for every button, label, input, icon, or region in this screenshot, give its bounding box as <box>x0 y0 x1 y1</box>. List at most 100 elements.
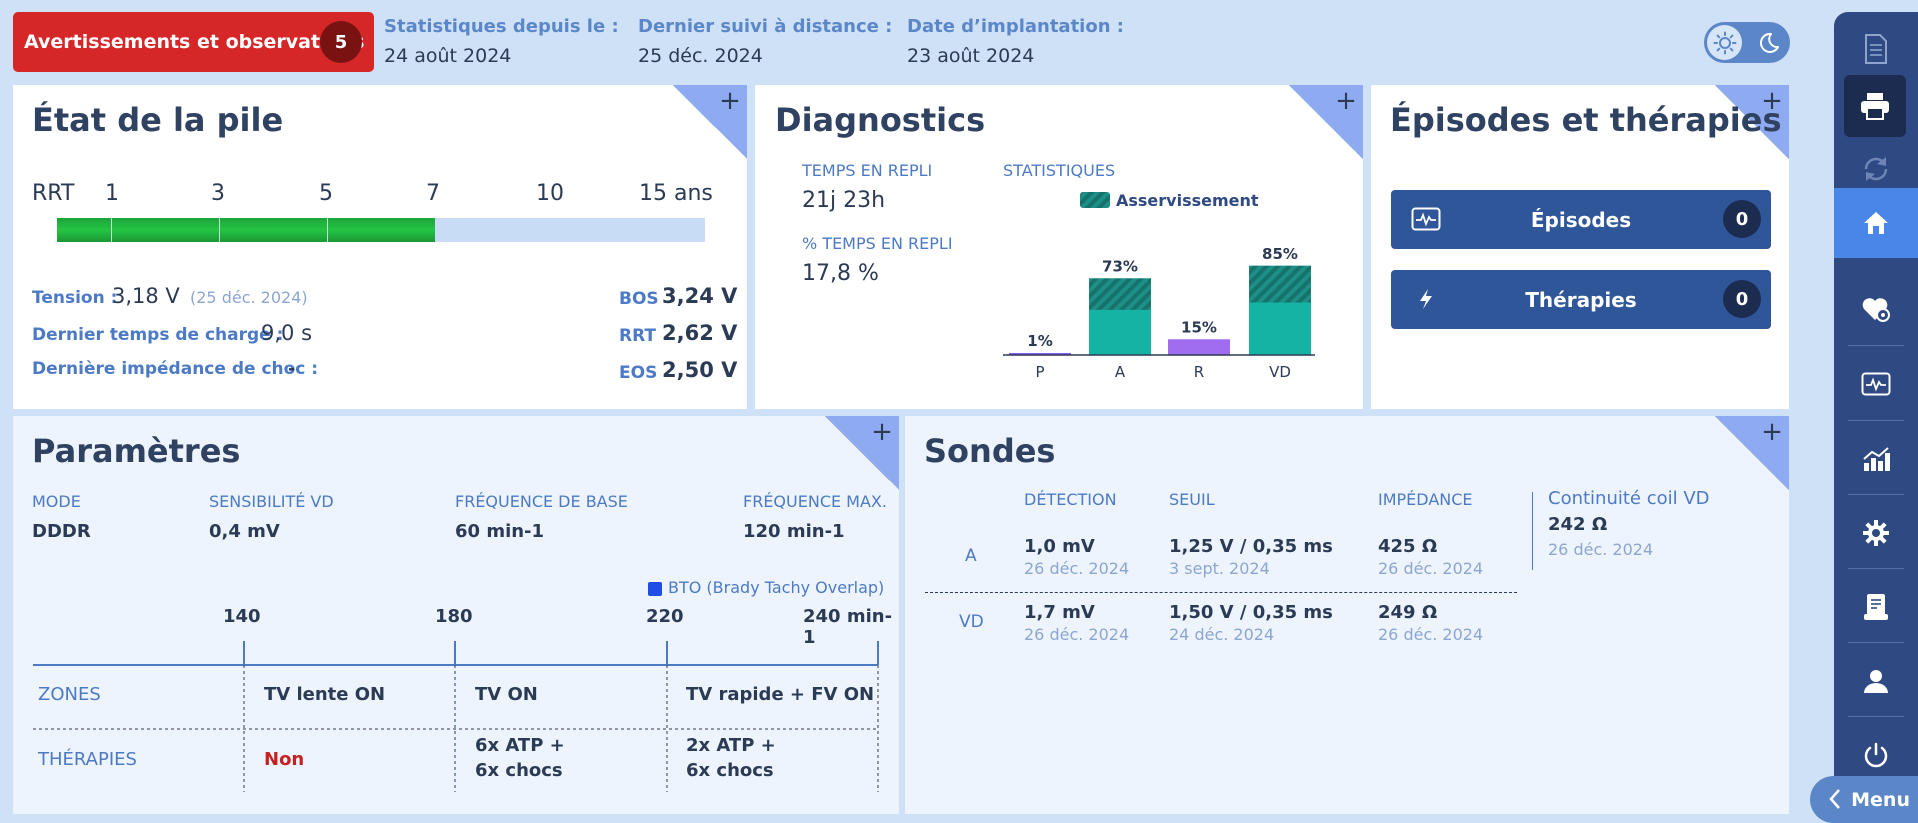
scale-label: 7 <box>426 181 440 206</box>
battery-bar-divider <box>111 218 112 242</box>
ecg-monitor-icon <box>1411 205 1441 233</box>
document-icon[interactable] <box>1834 12 1918 85</box>
last-remote-label: Dernier suivi à distance : <box>638 16 893 37</box>
diagnostics-expand-corner[interactable]: + <box>1289 85 1363 159</box>
max-rate-value: 120 min-1 <box>743 521 845 542</box>
implant-date-label: Date d’implantation : <box>907 16 1125 37</box>
col-impedance: IMPÉDANCE <box>1378 490 1473 509</box>
sidebar-divider <box>1848 568 1904 569</box>
stats-since-value: 24 août 2024 <box>384 45 512 67</box>
moon-icon[interactable] <box>1754 28 1783 57</box>
plus-icon[interactable]: + <box>719 86 741 116</box>
report-icon[interactable] <box>1834 570 1918 643</box>
x-tick-label: A <box>1115 363 1126 381</box>
therapies-row-label: THÉRAPIES <box>38 749 137 770</box>
lead-detection: 1,7 mV <box>1024 602 1095 623</box>
power-icon[interactable] <box>1834 718 1918 791</box>
legend-swatch <box>1080 192 1110 208</box>
base-rate-value: 60 min-1 <box>455 521 545 542</box>
sun-icon[interactable] <box>1707 25 1742 60</box>
battery-title: État de la pile <box>32 101 284 139</box>
episodes-count: 0 <box>1723 200 1761 238</box>
episodes-label: Épisodes <box>1530 207 1632 232</box>
coil-label: Continuité coil VD <box>1548 488 1710 509</box>
max-rate-label: FRÉQUENCE MAX. <box>743 492 887 511</box>
therapies-button[interactable]: Thérapies 0 <box>1391 270 1771 329</box>
plus-icon[interactable]: + <box>1761 86 1783 116</box>
therapies-label: Thérapies <box>1525 287 1637 312</box>
episodes-expand-corner[interactable]: + <box>1715 85 1789 159</box>
sensitivity-label: SENSIBILITÉ VD <box>209 492 334 511</box>
sidebar-divider <box>1848 716 1904 717</box>
scale-label: RRT <box>32 181 75 206</box>
mode-label: MODE <box>32 492 81 511</box>
coil-divider <box>1532 492 1533 570</box>
zone-item: TV lente ON <box>264 684 386 705</box>
bar-P <box>1009 353 1071 355</box>
settings-icon[interactable] <box>1834 496 1918 569</box>
parameters-panel: + Paramètres MODE DDDR SENSIBILITÉ VD 0,… <box>13 416 899 814</box>
therapy-none: Non <box>264 749 305 770</box>
theme-toggle[interactable] <box>1704 22 1790 63</box>
therapy-item-line2: 6x chocs <box>475 760 563 781</box>
rate-tick: 180 <box>435 606 473 627</box>
therapies-count: 0 <box>1723 280 1761 318</box>
user-icon[interactable] <box>1834 644 1918 717</box>
bar-R <box>1168 339 1230 355</box>
charge-time-value: 9,0 s <box>261 321 313 345</box>
lead-chamber: VD <box>959 612 984 632</box>
voltage-date: (25 déc. 2024) <box>190 288 308 307</box>
lightning-icon <box>1411 285 1441 313</box>
sync-icon[interactable] <box>1834 132 1918 205</box>
bar-value-label: 1% <box>1027 332 1052 350</box>
plus-icon[interactable]: + <box>871 417 893 447</box>
alerts-button[interactable]: Avertissements et observations 5 <box>13 12 374 72</box>
voltage-label: Tension : <box>32 288 118 308</box>
diagnostics-title: Diagnostics <box>775 101 986 139</box>
alerts-label: Avertissements et observations <box>24 31 365 53</box>
print-icon[interactable] <box>1844 75 1906 137</box>
statistics-chart: Asservissement 1% P 73% A 15% R 85% VD <box>1003 191 1315 381</box>
battery-expand-corner[interactable]: + <box>673 85 747 159</box>
fallback-pct-label: % TEMPS EN REPLI <box>802 234 953 253</box>
x-tick-label: R <box>1194 363 1204 381</box>
plus-icon[interactable]: + <box>1761 417 1783 447</box>
chart-icon[interactable] <box>1834 422 1918 495</box>
plus-icon[interactable]: + <box>1335 86 1357 116</box>
lead-threshold: 1,50 V / 0,35 ms <box>1169 602 1333 623</box>
leads-expand-corner[interactable]: + <box>1715 416 1789 490</box>
therapy-item-line1: 2x ATP + <box>686 735 776 756</box>
coil-value: 242 Ω <box>1548 514 1608 535</box>
scale-label: 10 <box>536 181 564 206</box>
bar-value-label: 73% <box>1102 257 1138 275</box>
stats-since-label: Statistiques depuis le : <box>384 16 619 37</box>
menu-label: Menu <box>1851 788 1910 811</box>
lead-chamber: A <box>965 546 977 566</box>
legend-label: Asservissement <box>1116 191 1259 210</box>
zone-item: TV ON <box>475 684 538 705</box>
bar-value-label: 85% <box>1262 245 1298 263</box>
scale-label: 15 ans <box>639 181 713 206</box>
menu-button[interactable]: Menu <box>1810 776 1918 823</box>
zones-label: ZONES <box>38 684 101 705</box>
eos-value: 2,50 V <box>662 358 738 382</box>
heart-settings-icon[interactable] <box>1834 272 1918 345</box>
implant-date-value: 23 août 2024 <box>907 45 1035 67</box>
episodes-panel: + Épisodes et thérapies Épisodes 0 Théra… <box>1371 85 1789 409</box>
parameters-expand-corner[interactable]: + <box>825 416 899 490</box>
mode-value: DDDR <box>32 521 91 542</box>
fallback-pct-value: 17,8 % <box>802 261 879 286</box>
bar-value-label: 15% <box>1181 318 1217 336</box>
bto-legend-swatch <box>648 582 662 596</box>
ecg-icon[interactable] <box>1834 347 1918 420</box>
episodes-button[interactable]: Épisodes 0 <box>1391 190 1771 249</box>
diagnostics-panel: + Diagnostics TEMPS EN REPLI 21j 23h % T… <box>755 85 1363 409</box>
lead-impedance-date: 26 déc. 2024 <box>1378 559 1484 578</box>
statistics-label: STATISTIQUES <box>1003 161 1116 180</box>
parameters-title: Paramètres <box>32 432 241 470</box>
lead-impedance: 249 Ω <box>1378 602 1438 623</box>
scale-label: 5 <box>319 181 333 206</box>
rrt-label: RRT <box>619 326 657 346</box>
home-icon[interactable] <box>1834 188 1918 258</box>
charge-time-label: Dernier temps de charge : <box>32 325 284 345</box>
